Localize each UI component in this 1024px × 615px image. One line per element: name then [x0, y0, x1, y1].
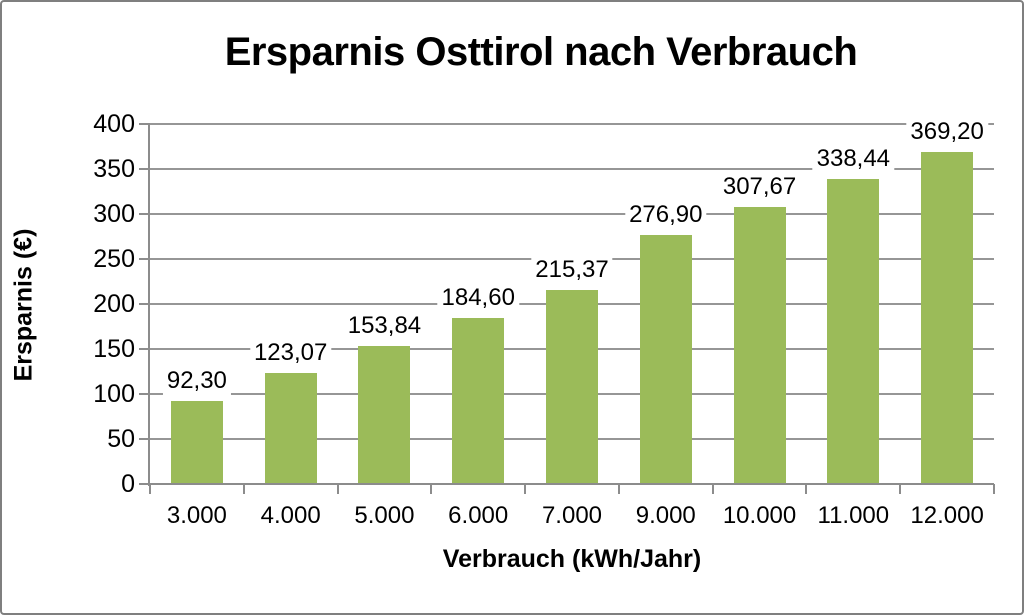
y-tick-label: 50 — [107, 425, 135, 453]
gridline — [150, 213, 994, 215]
gridline — [150, 123, 994, 125]
y-axis-tick — [139, 123, 150, 125]
x-tick-label: 5.000 — [354, 502, 415, 529]
y-axis-tick — [139, 168, 150, 170]
x-axis-tick — [805, 484, 808, 494]
bar — [733, 207, 786, 484]
bar-value-label: 92,30 — [162, 366, 231, 395]
x-tick-label: 9.000 — [635, 502, 696, 529]
bar — [546, 290, 598, 484]
x-tick-label: 6.000 — [448, 502, 509, 529]
x-tick-label: 4.000 — [260, 502, 321, 529]
x-tick-label: 3.000 — [166, 502, 227, 529]
bar — [264, 373, 317, 484]
bar — [170, 400, 223, 484]
bar — [639, 234, 692, 484]
x-axis-tick — [524, 484, 527, 494]
y-tick-label: 300 — [93, 200, 135, 228]
y-axis-title: Ersparnis (€) — [9, 228, 38, 382]
y-tick-label: 250 — [93, 245, 135, 273]
y-axis-tick — [139, 213, 150, 215]
bar-value-label: 307,67 — [718, 173, 801, 202]
bar-value-label: 338,44 — [812, 145, 895, 174]
x-axis-tick — [430, 484, 433, 494]
y-axis-tick — [139, 393, 150, 395]
x-axis-tick — [149, 484, 151, 494]
bar-value-label: 184,60 — [437, 283, 519, 312]
chart-title: Ersparnis Osttirol nach Verbrauch — [224, 30, 858, 74]
y-tick-label: 150 — [93, 335, 135, 363]
x-tick-label: 7.000 — [541, 502, 603, 529]
bar — [827, 179, 880, 484]
x-axis-line — [148, 483, 994, 485]
gridline — [150, 168, 994, 170]
bar-value-label: 153,84 — [343, 311, 426, 340]
x-axis-tick — [993, 484, 995, 494]
bar — [358, 345, 411, 484]
y-tick-label: 0 — [121, 470, 135, 498]
y-tick-label: 100 — [93, 380, 135, 408]
bar-value-label: 215,37 — [531, 256, 613, 285]
y-axis-tick — [139, 303, 150, 305]
x-axis-tick — [242, 484, 245, 494]
y-axis-tick — [139, 348, 150, 350]
x-axis-tick — [617, 484, 620, 494]
y-tick-label: 400 — [93, 110, 135, 138]
x-axis-tick — [711, 484, 714, 494]
y-axis-tick — [139, 438, 150, 440]
x-axis-tick — [899, 484, 902, 494]
bar — [452, 317, 505, 484]
x-axis-title: Verbrauch (kWh/Jahr) — [442, 545, 702, 573]
bar-value-label: 369,20 — [906, 117, 988, 146]
x-tick-label: 12.000 — [910, 502, 984, 529]
x-axis-tick — [336, 484, 339, 494]
bar-value-label: 276,90 — [625, 200, 707, 229]
y-axis-line — [148, 124, 150, 486]
y-axis-tick — [139, 258, 150, 260]
x-tick-label: 11.000 — [817, 502, 890, 529]
bar-value-label: 123,07 — [249, 339, 332, 368]
y-axis-tick — [139, 483, 150, 485]
x-tick-label: 10.000 — [722, 502, 797, 529]
y-tick-label: 350 — [93, 155, 135, 183]
y-tick-label: 200 — [93, 290, 135, 318]
bar — [921, 151, 974, 484]
